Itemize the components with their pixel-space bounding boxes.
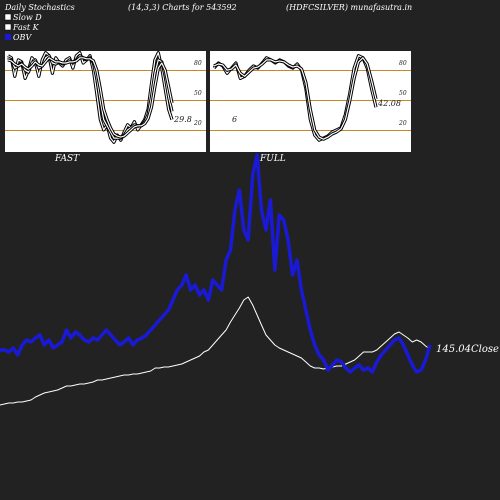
fast-stochastic-panel: 80 50 20 29.8: [5, 51, 206, 152]
fast-line-2: [7, 57, 173, 138]
price-line: [0, 296, 431, 406]
full-stochastic-panel: 80 50 20 6 42.08: [210, 51, 411, 152]
fast-last-value: 29.8: [173, 115, 192, 124]
legend-label-fast-k: Fast K: [12, 23, 40, 32]
fast-tick-20: 20: [193, 120, 202, 127]
main-chart: [0, 153, 432, 406]
chart-params: (14,3,3) Charts for 543592: [128, 3, 237, 12]
full-panel-title: FULL: [259, 154, 286, 164]
chart-source: (HDFCSILVER) munafasutra.in: [286, 3, 412, 12]
full-tick-50: 50: [399, 90, 407, 97]
obv-line: [0, 153, 432, 374]
close-price-label: 145.04Close: [436, 344, 499, 355]
chart-title: Daily Stochastics: [4, 3, 75, 12]
full-line-1: [213, 57, 377, 140]
full-side-label: 6: [232, 115, 237, 124]
full-last-value: 42.08: [377, 99, 401, 108]
fast-panel-title: FAST: [54, 154, 80, 164]
legend-swatch-fast-k: [4, 23, 12, 31]
fast-tick-50: 50: [194, 90, 202, 97]
fast-tick-80: 80: [194, 60, 202, 67]
legend: Slow D Fast K OBV: [4, 13, 42, 42]
full-tick-20: 20: [398, 120, 407, 127]
full-tick-80: 80: [399, 60, 407, 67]
legend-swatch-slow-d: [4, 13, 12, 21]
legend-swatch-obv: [5, 34, 11, 40]
legend-label-slow-d: Slow D: [13, 13, 42, 22]
legend-label-obv: OBV: [13, 33, 32, 42]
